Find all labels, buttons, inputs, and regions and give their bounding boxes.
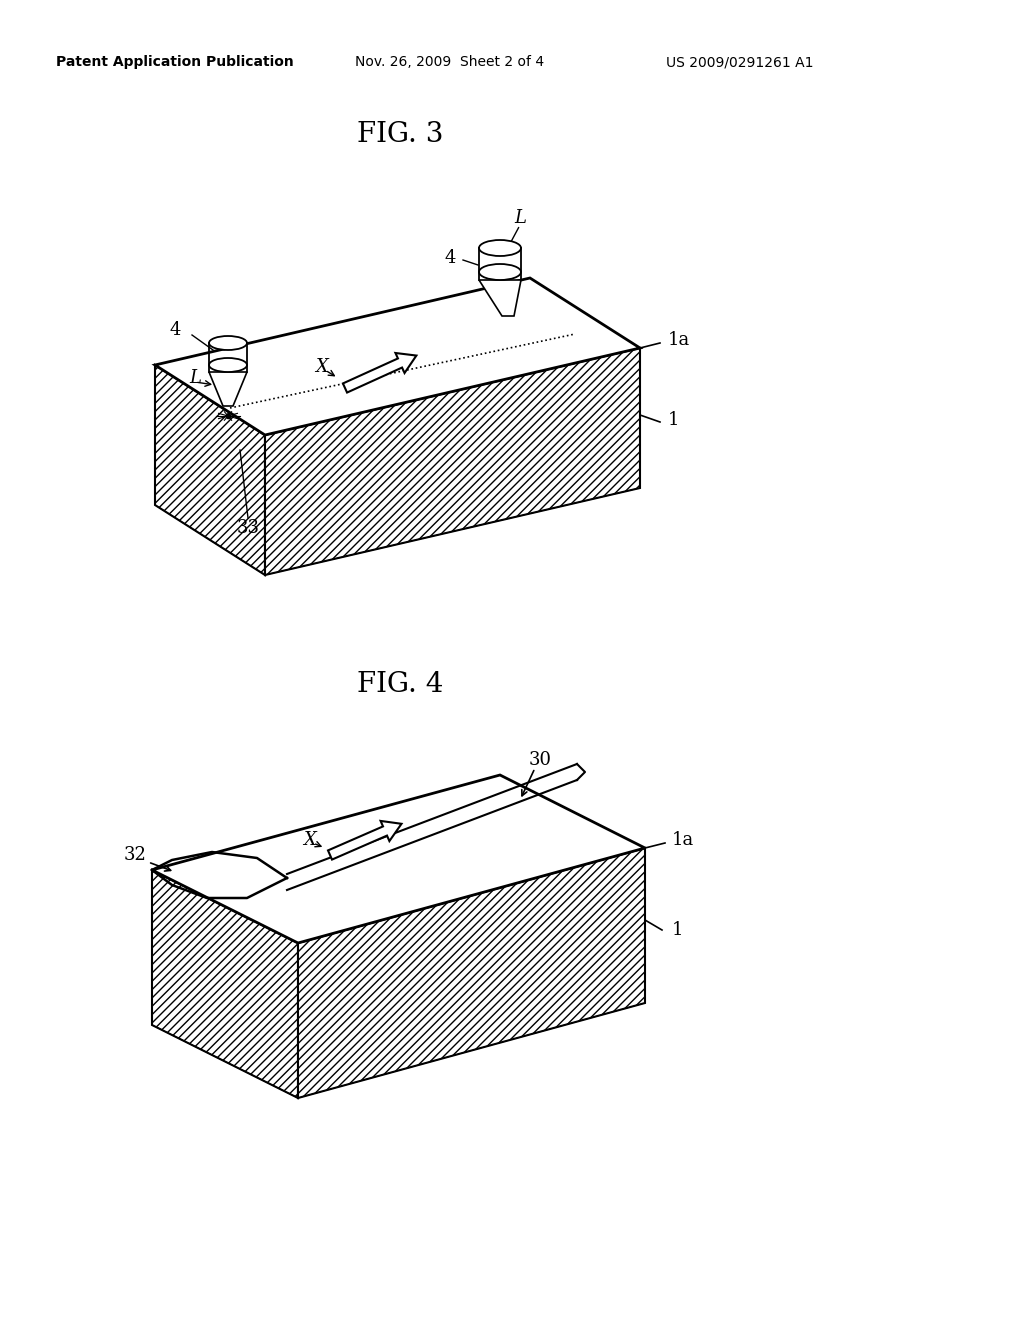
Ellipse shape — [209, 337, 247, 350]
Text: 1: 1 — [668, 411, 680, 429]
Polygon shape — [265, 348, 640, 576]
Ellipse shape — [479, 264, 521, 280]
Polygon shape — [155, 366, 265, 576]
Text: X: X — [315, 358, 329, 376]
Text: Patent Application Publication: Patent Application Publication — [56, 55, 294, 69]
Text: 4: 4 — [169, 321, 180, 339]
Text: 33: 33 — [237, 519, 259, 537]
Polygon shape — [298, 847, 645, 1098]
Text: X: X — [303, 832, 316, 849]
Polygon shape — [152, 870, 298, 1098]
Text: 1: 1 — [672, 921, 683, 939]
Text: Nov. 26, 2009  Sheet 2 of 4: Nov. 26, 2009 Sheet 2 of 4 — [355, 55, 545, 69]
FancyArrow shape — [343, 352, 417, 392]
Polygon shape — [152, 775, 645, 942]
Text: 4: 4 — [444, 249, 456, 267]
Text: FIG. 3: FIG. 3 — [356, 121, 443, 149]
Text: 1a: 1a — [668, 331, 690, 348]
Polygon shape — [155, 279, 640, 436]
Text: US 2009/0291261 A1: US 2009/0291261 A1 — [667, 55, 814, 69]
Polygon shape — [479, 280, 521, 315]
Ellipse shape — [209, 358, 247, 372]
Polygon shape — [209, 372, 247, 407]
FancyArrow shape — [328, 821, 401, 859]
Text: 30: 30 — [528, 751, 552, 770]
Ellipse shape — [479, 240, 521, 256]
Text: L: L — [189, 370, 201, 387]
Text: L: L — [514, 209, 526, 227]
Text: FIG. 4: FIG. 4 — [356, 672, 443, 698]
Text: 32: 32 — [124, 846, 146, 865]
Text: 1a: 1a — [672, 832, 694, 849]
